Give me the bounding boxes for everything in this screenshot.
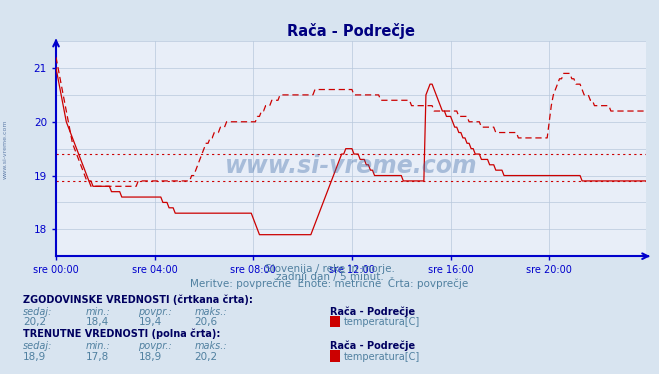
Text: Rača - Podrečje: Rača - Podrečje <box>330 306 415 317</box>
Text: 19,4: 19,4 <box>138 318 161 327</box>
Text: TRENUTNE VREDNOSTI (polna črta):: TRENUTNE VREDNOSTI (polna črta): <box>23 328 221 338</box>
Text: 20,2: 20,2 <box>194 352 217 362</box>
Text: Slovenija / reke in morje.: Slovenija / reke in morje. <box>264 264 395 274</box>
Text: 17,8: 17,8 <box>86 352 109 362</box>
Text: sedaj:: sedaj: <box>23 341 53 350</box>
Text: temperatura[C]: temperatura[C] <box>344 318 420 327</box>
Text: 20,6: 20,6 <box>194 318 217 327</box>
Text: Rača - Podrečje: Rača - Podrečje <box>330 340 415 350</box>
Text: 18,9: 18,9 <box>138 352 161 362</box>
Text: 18,4: 18,4 <box>86 318 109 327</box>
Text: povpr.:: povpr.: <box>138 307 172 317</box>
Text: zadnji dan / 5 minut.: zadnji dan / 5 minut. <box>275 272 384 282</box>
Text: ZGODOVINSKE VREDNOSTI (črtkana črta):: ZGODOVINSKE VREDNOSTI (črtkana črta): <box>23 294 253 305</box>
Text: maks.:: maks.: <box>194 341 227 350</box>
Text: sedaj:: sedaj: <box>23 307 53 317</box>
Text: www.si-vreme.com: www.si-vreme.com <box>225 154 477 178</box>
Text: 20,2: 20,2 <box>23 318 46 327</box>
Text: maks.:: maks.: <box>194 307 227 317</box>
Title: Rača - Podrečje: Rača - Podrečje <box>287 22 415 39</box>
Text: 18,9: 18,9 <box>23 352 46 362</box>
Text: temperatura[C]: temperatura[C] <box>344 352 420 362</box>
Text: Meritve: povprečne  Enote: metrične  Črta: povprečje: Meritve: povprečne Enote: metrične Črta:… <box>190 277 469 289</box>
Text: min.:: min.: <box>86 341 111 350</box>
Text: www.si-vreme.com: www.si-vreme.com <box>3 120 8 180</box>
Text: povpr.:: povpr.: <box>138 341 172 350</box>
Text: min.:: min.: <box>86 307 111 317</box>
